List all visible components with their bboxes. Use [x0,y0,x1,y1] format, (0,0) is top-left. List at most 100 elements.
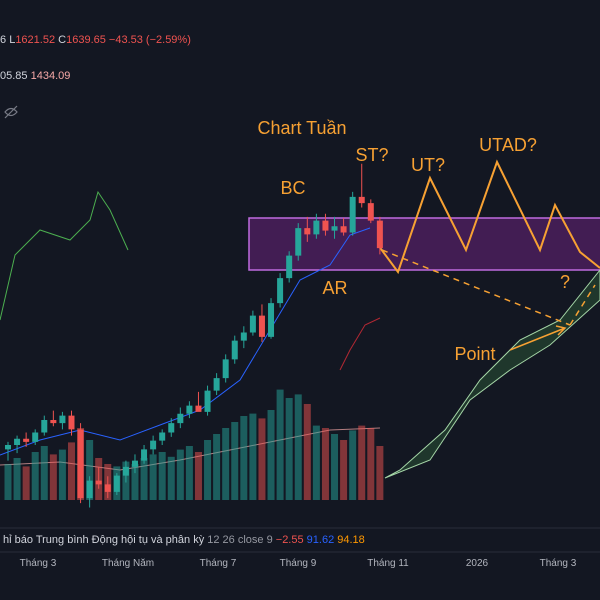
lagging-line [0,190,129,321]
indicator-legend: hỉ báo Trung bình Động hội tụ và phân kỳ… [3,534,365,546]
candle-body [322,220,329,231]
volume-bar [276,389,284,500]
volume-bar [249,413,257,500]
annotation: ST? [355,145,388,165]
label: 12 26 close 9 [207,534,273,546]
x-tick-label: Tháng 9 [280,558,317,569]
annotation: Chart Tuần [257,118,346,138]
candle-body [95,480,102,485]
volume-bar [213,434,221,500]
value: 1621.52 [15,34,56,46]
dashed-path [381,249,596,326]
volume-bar [194,452,202,500]
volume-bar [349,430,357,500]
candle-body [195,405,202,412]
volume-bar [185,446,193,500]
volume-bar [267,410,275,500]
annotation: UT? [411,155,445,175]
label: L [9,34,16,46]
candle-body [268,303,275,337]
candle-body [168,423,175,433]
candle-body [122,466,129,476]
volume-bar [131,464,139,500]
volume-bar [86,440,94,500]
x-tick-label: Tháng 3 [540,558,577,569]
candle-body [77,429,84,499]
volume-bar [13,458,21,500]
x-tick-label: Tháng 11 [367,558,409,569]
candle-body [240,332,247,341]
candle-body [349,196,356,233]
value: −2.55 [275,534,304,546]
volume-bar [140,458,148,500]
x-tick-label: Tháng Năm [102,558,154,569]
volume-bar [240,416,248,500]
volume-bar [358,425,366,500]
arrow [509,325,567,351]
volume-bar [58,449,66,500]
volume-bar [321,428,329,500]
candle-body [222,359,229,379]
x-tick-label: Tháng 7 [200,558,237,569]
candle-body [213,378,220,391]
volume-bar [149,454,157,500]
candle-body [258,315,265,337]
volume-bar [22,466,30,500]
candle-body [5,445,11,450]
candle-body [59,415,66,424]
candle-body [32,432,39,442]
volume-bar [176,449,184,500]
candle-body [113,475,120,492]
candle-body [14,438,21,445]
value: 1639.65 [66,34,106,46]
value: 1434.09 [30,70,71,82]
volume-bar [340,440,348,500]
x-tick-label: Tháng 3 [20,558,57,569]
candle-body [331,226,338,231]
candle-body [23,438,30,442]
annotation: AR [322,278,347,298]
cloud [384,269,600,479]
candle-body [131,460,138,467]
zigzag [377,159,600,275]
ma-line [0,227,371,456]
candle-body [86,480,93,499]
volume-bar [258,418,266,500]
volume-bar [67,442,75,500]
volume-bar [331,434,339,500]
value: 6 [0,34,7,46]
value: 91.62 [306,534,335,546]
candle-body [159,432,166,441]
value: 94.18 [337,534,365,546]
volume-bar [158,452,166,500]
annotation: BC [280,178,305,198]
candle-body [141,449,148,461]
candle-body [286,255,293,279]
ma-legend: 05.85 1434.09 [0,70,70,82]
eye-icon[interactable] [4,105,18,119]
candle-body [367,203,374,221]
volume-bar [222,428,230,500]
candle-body [376,220,383,249]
volume-bar [40,446,48,500]
candle-body [277,278,284,304]
volume-bar [204,440,212,500]
volume-bar [49,454,57,500]
label: hỉ báo Trung bình Động hội tụ và phân kỳ [3,534,205,546]
volume-bar [312,425,320,500]
volume-bar [294,394,302,500]
volume-bar [376,446,384,500]
candle-body [295,228,302,256]
annotation: ? [560,272,570,292]
value: 05.85 [0,70,28,82]
candle-body [204,390,211,412]
candle-body [304,228,311,235]
candle-body [186,405,193,414]
candle-body [177,413,184,424]
candle-body [150,440,157,450]
base-line [339,317,381,371]
candle-body [41,420,48,433]
x-tick-label: 2026 [466,558,489,569]
